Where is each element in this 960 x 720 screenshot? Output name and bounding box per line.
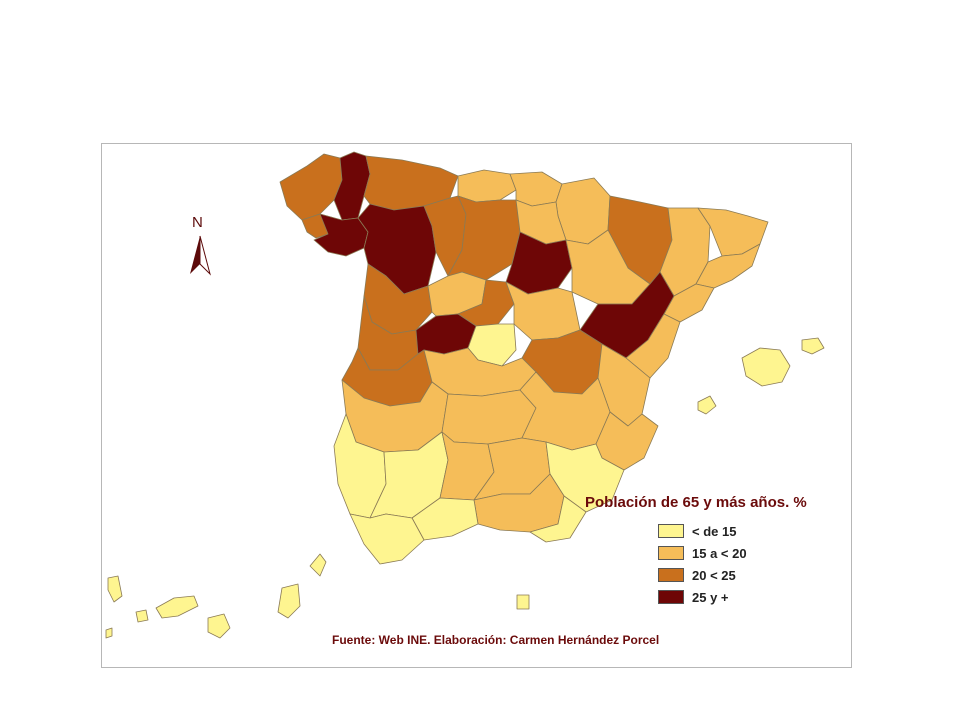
region-cantabria bbox=[457, 169, 517, 203]
legend-swatch bbox=[658, 524, 684, 538]
north-arrow: N bbox=[182, 214, 222, 284]
region-burgos bbox=[447, 195, 521, 281]
map-frame: N Población de 65 y más años. % < de 15 … bbox=[101, 143, 852, 668]
legend-label: < de 15 bbox=[692, 523, 737, 539]
region-tenerife bbox=[155, 595, 199, 619]
legend-title: Población de 65 y más años. % bbox=[585, 494, 807, 511]
legend-swatch bbox=[658, 546, 684, 560]
region-ourense bbox=[313, 213, 369, 257]
region-la-gomera bbox=[135, 609, 149, 623]
legend-label: 25 y + bbox=[692, 589, 729, 605]
region-lugo bbox=[333, 151, 371, 221]
spain-map bbox=[105, 151, 825, 639]
legend-label: 20 < 25 bbox=[692, 567, 736, 583]
north-label: N bbox=[192, 214, 203, 231]
region-fuerteventura bbox=[277, 583, 301, 619]
region-el-hierro bbox=[105, 627, 113, 639]
map-legend: Población de 65 y más años. % < de 15 15… bbox=[585, 494, 845, 608]
region-cadiz bbox=[349, 513, 425, 565]
legend-swatch bbox=[658, 568, 684, 582]
legend-item: < de 15 bbox=[658, 520, 845, 542]
region-guadalajara bbox=[505, 281, 581, 341]
legend-label: 15 a < 20 bbox=[692, 545, 747, 561]
region-a-coruna bbox=[279, 153, 343, 221]
region-lanzarote bbox=[309, 553, 327, 577]
legend-item: 25 y + bbox=[658, 586, 845, 608]
legend-item: 15 a < 20 bbox=[658, 542, 845, 564]
region-ciudad-real bbox=[441, 389, 537, 445]
legend-swatch bbox=[658, 590, 684, 604]
source-credit: Fuente: Web INE. Elaboración: Carmen Her… bbox=[332, 633, 660, 647]
region-la-palma bbox=[107, 575, 123, 603]
region-ibiza bbox=[697, 395, 717, 415]
region-mallorca bbox=[741, 347, 791, 387]
region-menorca bbox=[801, 337, 825, 355]
legend-item: 20 < 25 bbox=[658, 564, 845, 586]
north-arrow-icon bbox=[190, 235, 211, 276]
region-almeria bbox=[529, 495, 587, 543]
region-gran-canaria bbox=[207, 613, 231, 639]
region-ceuta bbox=[516, 594, 530, 610]
